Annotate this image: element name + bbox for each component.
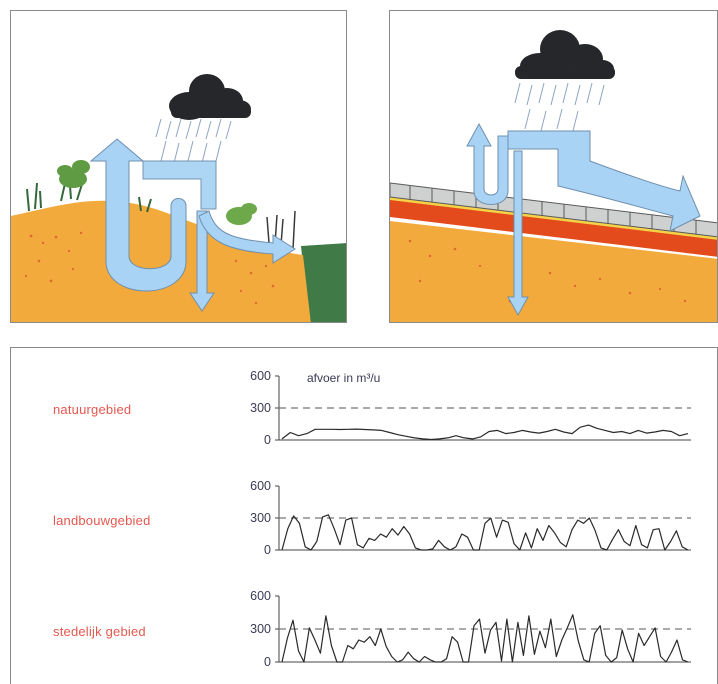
bush-left bbox=[57, 160, 90, 188]
row-label-landbouwgebied: landbouwgebied bbox=[53, 513, 151, 528]
rain-streaks bbox=[155, 118, 232, 164]
bush-right bbox=[226, 203, 257, 225]
discharge-series-line bbox=[281, 514, 689, 551]
y-tick-label: 300 bbox=[250, 622, 271, 636]
rain-streaks bbox=[514, 82, 605, 132]
natural-area-scene bbox=[11, 74, 346, 322]
y-tick-label: 300 bbox=[250, 401, 271, 415]
y-tick-label: 300 bbox=[250, 511, 271, 525]
discharge-series-line bbox=[281, 424, 689, 441]
water-flow-arrows bbox=[466, 122, 701, 317]
cloud-icon bbox=[515, 30, 615, 79]
discharge-charts-panel: natuurgebied landbouwgebied stedelijk ge… bbox=[10, 347, 718, 684]
y-tick-label: 0 bbox=[264, 543, 271, 557]
y-tick-label: 600 bbox=[250, 369, 271, 383]
soil-layer bbox=[11, 200, 311, 322]
row-label-natuurgebied: natuurgebied bbox=[53, 402, 132, 417]
discharge-series-line bbox=[281, 614, 689, 663]
cloud-icon bbox=[169, 74, 251, 120]
green-bank bbox=[301, 243, 346, 322]
y-tick-label: 0 bbox=[264, 433, 271, 447]
y-tick-label: 0 bbox=[264, 655, 271, 669]
water-flow-arrows bbox=[89, 138, 296, 312]
soil-specks bbox=[24, 231, 275, 305]
y-tick-label: 600 bbox=[250, 589, 271, 603]
y-tick-label: 600 bbox=[250, 479, 271, 493]
soil-layer bbox=[390, 221, 717, 322]
pavement bbox=[390, 182, 717, 238]
paved-area-illustration bbox=[389, 10, 718, 323]
natural-area-illustration bbox=[10, 10, 347, 323]
discharge-charts: afvoer in m³/u 0 300 600 0 300 600 0 300 600 bbox=[250, 369, 691, 669]
unit-label: afvoer in m³/u bbox=[307, 371, 380, 385]
row-label-stedelijk-gebied: stedelijk gebied bbox=[53, 624, 146, 639]
paved-area-scene bbox=[390, 30, 717, 322]
red-layer bbox=[390, 199, 717, 257]
